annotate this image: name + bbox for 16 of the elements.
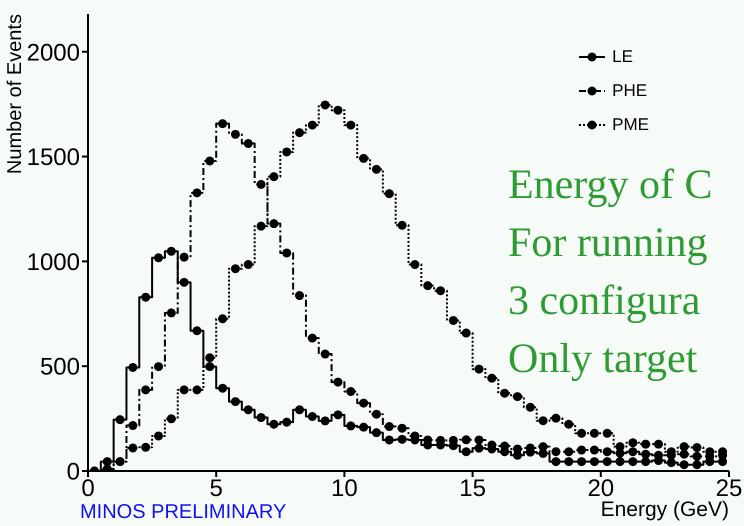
annotation: 3 configura xyxy=(508,277,700,326)
y-axis-title: Number of Events xyxy=(4,14,27,174)
x-tick-label: 15 xyxy=(459,475,486,502)
y-tick-label: 1000 xyxy=(26,248,80,276)
legend-label: LE xyxy=(612,47,633,67)
annotation: For running xyxy=(508,219,708,268)
annotation: Only target xyxy=(508,335,698,384)
x-tick-label: 10 xyxy=(331,475,358,502)
legend-label: PHE xyxy=(612,81,648,101)
text: MINOS PRELIMINARY xyxy=(80,500,286,524)
y-tick-label: 500 xyxy=(40,354,80,381)
x-tick-label: 5 xyxy=(210,475,223,502)
y-tick-label: 1500 xyxy=(26,144,80,172)
annotation: Energy of C xyxy=(508,161,713,210)
legend-label: PME xyxy=(612,115,649,135)
y-tick-label: 2000 xyxy=(26,39,80,66)
